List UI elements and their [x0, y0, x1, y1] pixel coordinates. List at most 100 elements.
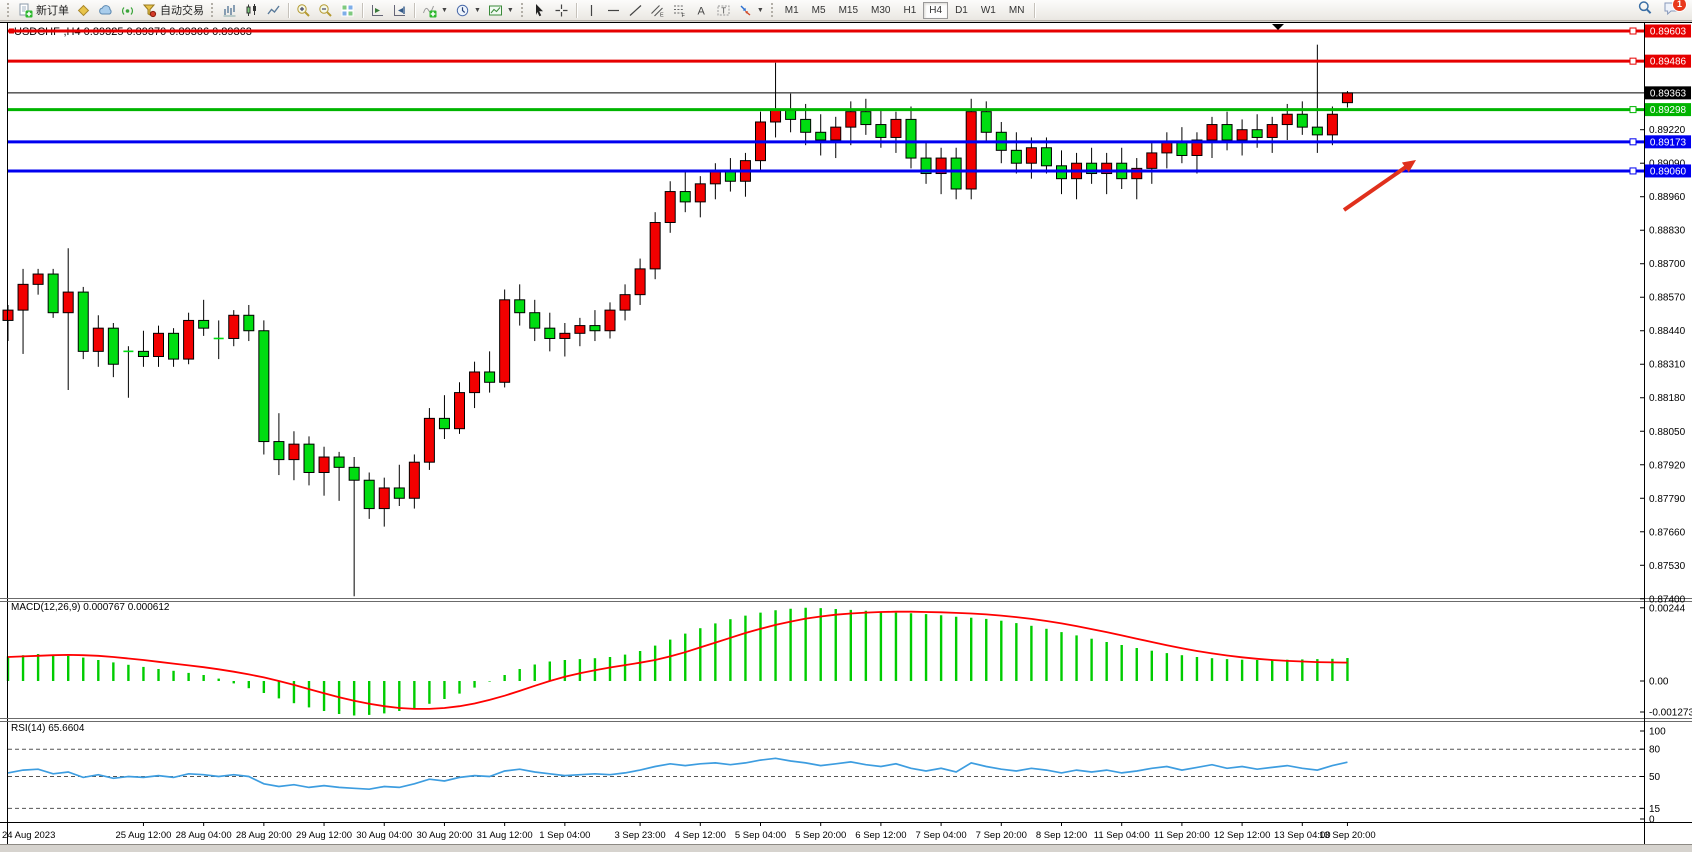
new-order-icon [18, 3, 33, 18]
svg-text:T: T [721, 6, 726, 15]
line-handle[interactable] [1629, 106, 1637, 114]
bear-candle [47, 273, 59, 314]
svg-text:E: E [660, 12, 664, 18]
price-tick-label: 0.89220 [1649, 125, 1686, 136]
tf-button-m30[interactable]: M30 [865, 2, 896, 19]
svg-text:F: F [681, 13, 685, 18]
text-button[interactable]: A [691, 1, 712, 20]
tf-button-h1[interactable]: H1 [897, 2, 922, 19]
toolbar: 新订单 自动交易 ▼ ▼ ▼ E F A T ▼ M1 M5 M15 M30 H… [0, 0, 1692, 21]
templates-button[interactable]: ▼ [485, 1, 517, 20]
tf-button-mn[interactable]: MN [1003, 2, 1031, 19]
chat-button[interactable]: 1 [1663, 0, 1687, 21]
periods-button[interactable]: ▼ [452, 1, 484, 20]
bull-candle [454, 392, 465, 430]
toolbar-grip [520, 3, 525, 17]
tf-button-h4[interactable]: H4 [923, 1, 949, 19]
tf-button-m1[interactable]: M1 [779, 2, 805, 19]
macd-scale-label: 0.00 [1649, 677, 1669, 688]
bear-candle [303, 443, 315, 473]
line-handle[interactable] [9, 28, 14, 34]
price-badge [1645, 54, 1691, 68]
fibonacci-button[interactable]: F [669, 1, 690, 20]
bear-candle [1251, 129, 1263, 138]
price-tick-label: 0.89090 [1649, 159, 1686, 170]
new-order-button[interactable]: 新订单 [15, 1, 72, 20]
channel-button[interactable]: E [647, 1, 668, 20]
bar-chart-button[interactable] [219, 1, 240, 20]
zoom-out-button[interactable] [315, 1, 336, 20]
vertical-line-button[interactable] [581, 1, 602, 20]
label-icon: T [716, 3, 731, 18]
line-chart-button[interactable] [263, 1, 284, 20]
community-button[interactable] [95, 1, 116, 20]
trend-arrow-head[interactable] [1401, 160, 1416, 173]
bull-candle [1101, 162, 1113, 175]
bear-candle [393, 487, 405, 499]
macd-indicator-label: MACD(12,26,9) 0.000767 0.000612 [11, 602, 170, 613]
chart-shift-button[interactable] [367, 1, 388, 20]
auto-trading-button[interactable]: 自动交易 [139, 1, 207, 20]
fibonacci-icon: F [672, 3, 687, 18]
tile-windows-button[interactable] [337, 1, 358, 20]
bear-candle [724, 170, 736, 182]
time-axis-label: 24 Aug 2023 [2, 830, 55, 841]
trendline-button[interactable] [625, 1, 646, 20]
arrows-button[interactable]: ▼ [735, 1, 767, 20]
bull-candle [604, 309, 616, 332]
search-icon[interactable] [1637, 0, 1653, 21]
price-badge-label: 0.89363 [1650, 88, 1687, 99]
bull-candle [574, 325, 586, 334]
bear-candle [980, 111, 992, 133]
bull-candle [408, 461, 420, 499]
bull-candle [664, 191, 676, 223]
signal-button[interactable] [117, 1, 138, 20]
time-axis-label: 4 Sep 12:00 [675, 830, 726, 841]
bull-candle [559, 332, 571, 339]
crosshair-button[interactable] [551, 1, 572, 20]
line-handle[interactable] [1629, 27, 1637, 35]
scroll-marker-icon[interactable] [1272, 24, 1284, 30]
time-axis-label: 8 Sep 12:00 [1036, 830, 1087, 841]
price-badge-label: 0.89173 [1650, 137, 1687, 148]
bear-candle [905, 118, 917, 159]
bear-candle [107, 327, 119, 365]
bear-candle [860, 111, 872, 126]
line-handle[interactable] [1629, 138, 1637, 146]
auto-scroll-button[interactable] [389, 1, 410, 20]
horizontal-line-icon [606, 3, 621, 18]
zoom-in-button[interactable] [293, 1, 314, 20]
time-axis-label: 5 Sep 20:00 [795, 830, 846, 841]
candlestick-button[interactable] [241, 1, 262, 20]
bull-candle [1191, 139, 1203, 156]
bull-candle [830, 126, 842, 141]
price-tick-label: 0.88830 [1649, 226, 1686, 237]
toolbar-grip [7, 3, 11, 17]
text-label-button[interactable]: T [713, 1, 734, 20]
tf-button-w1[interactable]: W1 [975, 2, 1002, 19]
chart-shift-icon [370, 3, 385, 18]
cursor-button[interactable] [529, 1, 550, 20]
trend-arrow-shaft[interactable] [1342, 164, 1409, 212]
rsi-scale-label: 50 [1649, 772, 1661, 783]
price-tick-label: 0.88180 [1649, 393, 1686, 404]
tf-button-d1[interactable]: D1 [949, 2, 974, 19]
bull-candle [634, 268, 646, 296]
indicators-button[interactable]: ▼ [419, 1, 451, 20]
notification-badge: 1 [1672, 0, 1687, 12]
tf-button-m15[interactable]: M15 [833, 2, 864, 19]
rsi-scale-label: 100 [1649, 727, 1666, 738]
price-badge-label: 0.89060 [1650, 166, 1687, 177]
bear-candle [1221, 124, 1233, 141]
svg-text:A: A [697, 5, 705, 17]
macd-scale-label: 0.00244 [1649, 603, 1686, 614]
line-handle[interactable] [1629, 57, 1637, 65]
line-handle[interactable] [1629, 167, 1637, 175]
auto-trading-label: 自动交易 [160, 5, 204, 17]
styler-button[interactable] [73, 1, 94, 20]
time-axis-label: 7 Sep 04:00 [915, 830, 966, 841]
tf-button-m5[interactable]: M5 [806, 2, 832, 19]
crosshair-icon [554, 3, 569, 18]
horizontal-line-button[interactable] [603, 1, 624, 20]
